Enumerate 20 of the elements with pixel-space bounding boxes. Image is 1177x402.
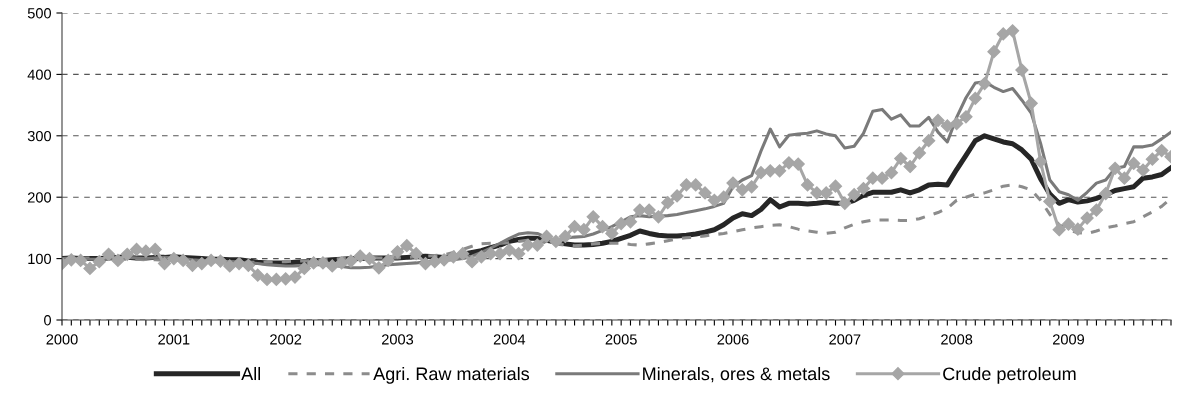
y-tick-label: 500 (27, 8, 52, 19)
x-tick-label: 2001 (158, 334, 190, 345)
legend-label: Minerals, ores & metals (643, 366, 830, 383)
y-tick-label: 400 (27, 69, 52, 80)
x-tick-label: 2002 (270, 334, 302, 345)
legend-label: All (241, 366, 261, 381)
y-tick-label: 300 (27, 130, 52, 142)
legend-label: Crude petroleum (943, 366, 1076, 384)
x-tick-label: 2006 (717, 334, 749, 345)
x-tick-label: 2008 (941, 334, 973, 345)
legend-label: Agri. Raw materials (373, 366, 530, 384)
x-tick-label: 2009 (1053, 334, 1085, 345)
x-tick-label: 2003 (382, 334, 414, 345)
x-tick-label: 2005 (605, 334, 637, 345)
x-tick-label: 2004 (493, 334, 526, 345)
x-tick-label: 2000 (46, 334, 78, 345)
y-tick-label: 200 (27, 192, 52, 203)
y-tick-label: 100 (28, 253, 52, 265)
x-tick-label: 2007 (829, 334, 861, 345)
y-tick-label: 0 (44, 315, 52, 326)
